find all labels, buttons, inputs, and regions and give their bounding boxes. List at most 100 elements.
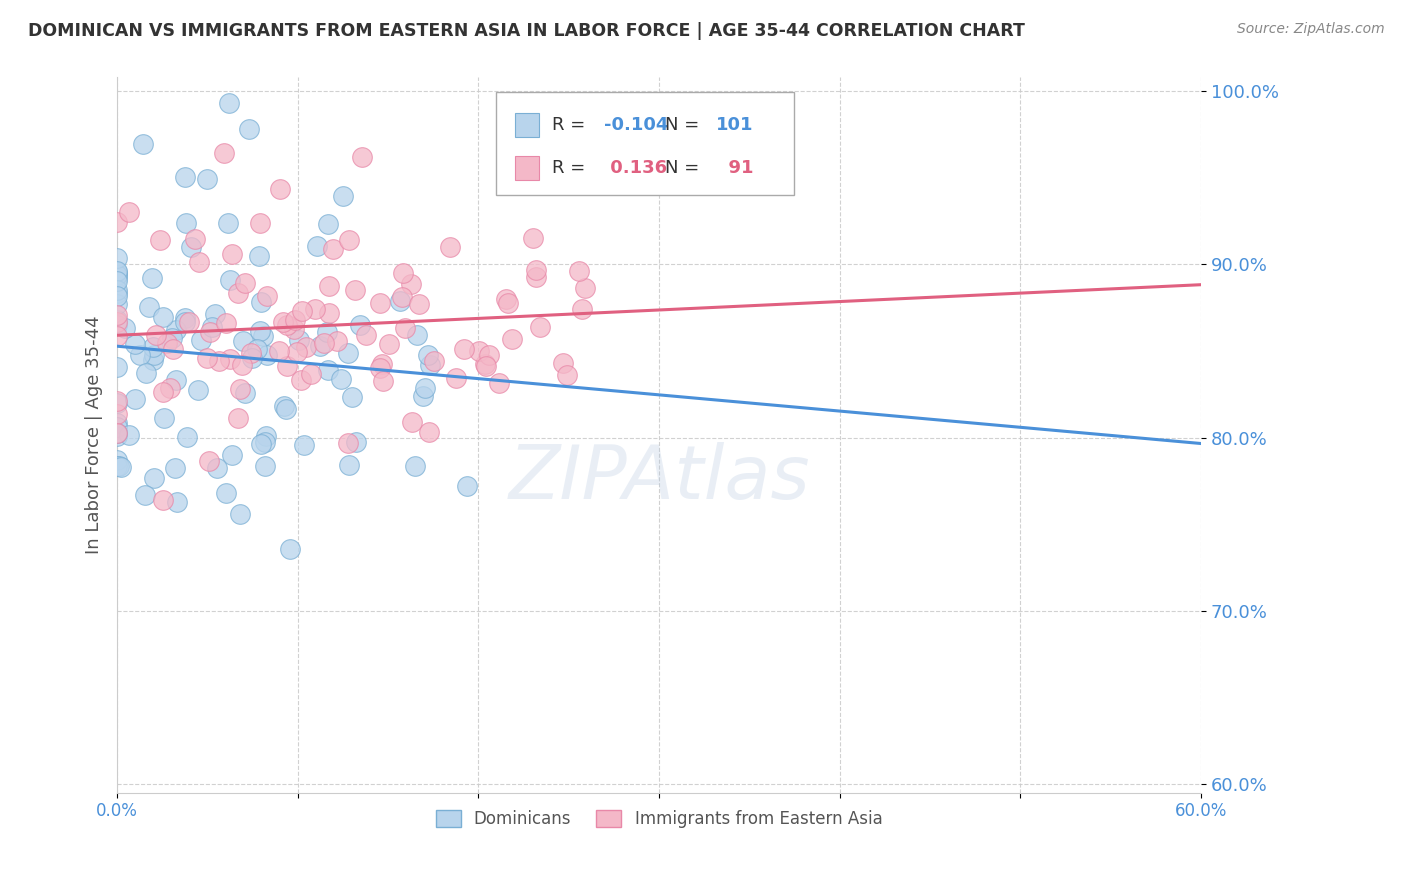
Text: N =: N = — [665, 160, 706, 178]
Point — [217, 216, 239, 230]
Point — [105, 270, 128, 285]
Point — [316, 363, 339, 377]
Point — [105, 328, 128, 343]
Point — [153, 411, 176, 425]
Point — [249, 216, 271, 230]
Point — [163, 460, 186, 475]
Point — [336, 436, 359, 450]
Point — [204, 307, 226, 321]
Point — [105, 425, 128, 440]
Point — [349, 318, 371, 332]
Point — [124, 392, 146, 406]
Point — [138, 301, 160, 315]
Point — [285, 345, 308, 359]
Point — [283, 322, 305, 336]
Y-axis label: In Labor Force | Age 35-44: In Labor Force | Age 35-44 — [86, 316, 103, 554]
Point — [142, 340, 165, 354]
FancyBboxPatch shape — [515, 155, 538, 180]
Point — [246, 342, 269, 356]
Point — [215, 316, 238, 330]
Point — [232, 334, 254, 348]
Point — [316, 217, 339, 231]
Point — [173, 310, 195, 325]
Legend: Dominicans, Immigrants from Eastern Asia: Dominicans, Immigrants from Eastern Asia — [429, 803, 889, 834]
Point — [269, 182, 291, 196]
Point — [391, 290, 413, 304]
Point — [288, 333, 311, 347]
Point — [195, 351, 218, 366]
Point — [105, 458, 128, 473]
Point — [212, 146, 235, 161]
Point — [105, 407, 128, 421]
Point — [488, 376, 510, 390]
Point — [337, 458, 360, 473]
Point — [124, 337, 146, 351]
Point — [252, 329, 274, 343]
Point — [350, 150, 373, 164]
Point — [292, 437, 315, 451]
Point — [271, 315, 294, 329]
Point — [218, 272, 240, 286]
FancyBboxPatch shape — [496, 92, 794, 195]
Point — [187, 254, 209, 268]
Point — [404, 459, 426, 474]
Point — [269, 344, 291, 359]
Point — [276, 318, 298, 332]
Point — [276, 359, 298, 374]
Point — [495, 292, 517, 306]
Point — [529, 320, 551, 334]
Point — [399, 277, 422, 291]
Point — [174, 216, 197, 230]
Point — [105, 265, 128, 279]
Point — [231, 358, 253, 372]
Point — [250, 437, 273, 451]
Text: Source: ZipAtlas.com: Source: ZipAtlas.com — [1237, 22, 1385, 37]
Point — [197, 454, 219, 468]
Point — [215, 486, 238, 500]
Point — [226, 285, 249, 300]
Point — [105, 360, 128, 375]
Point — [290, 373, 312, 387]
Point — [159, 381, 181, 395]
Point — [105, 215, 128, 229]
Point — [249, 324, 271, 338]
Point — [142, 348, 165, 362]
Point — [522, 231, 544, 245]
Point — [304, 301, 326, 316]
Point — [568, 264, 591, 278]
Point — [284, 313, 307, 327]
Point — [524, 269, 547, 284]
Point — [332, 188, 354, 202]
Point — [318, 279, 340, 293]
Point — [315, 325, 337, 339]
Point — [141, 271, 163, 285]
Point — [173, 315, 195, 329]
Point — [105, 394, 128, 409]
Point — [180, 240, 202, 254]
Point — [105, 263, 128, 277]
Point — [145, 328, 167, 343]
Point — [254, 434, 277, 449]
Point — [110, 460, 132, 475]
Point — [273, 399, 295, 413]
Point — [336, 345, 359, 359]
Point — [392, 266, 415, 280]
Point — [105, 416, 128, 430]
Point — [371, 374, 394, 388]
Point — [195, 171, 218, 186]
Point — [439, 239, 461, 253]
Point — [149, 233, 172, 247]
Point — [134, 488, 156, 502]
Point — [165, 323, 187, 337]
Point — [557, 368, 579, 383]
Point — [498, 178, 520, 192]
Point — [176, 430, 198, 444]
Point — [474, 357, 496, 371]
FancyBboxPatch shape — [515, 112, 538, 137]
Point — [456, 479, 478, 493]
Point — [419, 358, 441, 372]
Point — [322, 242, 344, 256]
Point — [162, 343, 184, 357]
Point — [166, 495, 188, 509]
Point — [152, 493, 174, 508]
